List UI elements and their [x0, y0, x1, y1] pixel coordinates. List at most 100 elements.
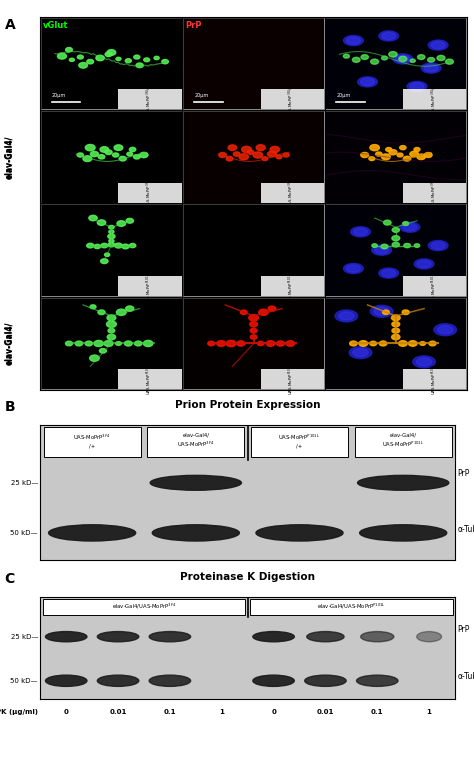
Ellipse shape: [417, 632, 442, 642]
Ellipse shape: [414, 259, 434, 269]
Circle shape: [77, 55, 83, 59]
Circle shape: [69, 58, 74, 61]
Text: elav-Gal4/: elav-Gal4/: [4, 322, 13, 365]
Ellipse shape: [344, 35, 363, 46]
Circle shape: [375, 152, 382, 156]
Circle shape: [383, 310, 389, 314]
Bar: [118, 369, 182, 389]
Circle shape: [233, 152, 240, 156]
Text: 20μm: 20μm: [194, 93, 209, 99]
Circle shape: [109, 239, 114, 243]
Circle shape: [392, 334, 400, 340]
Ellipse shape: [372, 245, 392, 256]
Text: 1: 1: [219, 709, 224, 715]
Circle shape: [135, 341, 142, 346]
Bar: [403, 369, 466, 389]
Circle shape: [446, 59, 454, 64]
Ellipse shape: [396, 55, 410, 63]
Circle shape: [369, 157, 374, 161]
Circle shape: [250, 335, 257, 339]
Circle shape: [372, 244, 377, 247]
Circle shape: [122, 244, 129, 249]
Bar: [118, 276, 182, 296]
Circle shape: [361, 152, 369, 158]
Circle shape: [143, 340, 153, 347]
Circle shape: [370, 341, 377, 346]
Circle shape: [239, 154, 248, 160]
Text: UAS-MoPrP$^{3F4}$
/+: UAS-MoPrP$^{3F4}$ /+: [73, 433, 111, 449]
Circle shape: [247, 150, 254, 155]
Ellipse shape: [393, 54, 413, 64]
Bar: [261, 276, 324, 296]
Bar: [250, 599, 453, 615]
Ellipse shape: [149, 632, 191, 642]
Ellipse shape: [431, 242, 445, 249]
Bar: [44, 428, 141, 457]
Ellipse shape: [417, 260, 431, 268]
Circle shape: [361, 54, 368, 60]
Circle shape: [268, 306, 276, 311]
Circle shape: [117, 221, 126, 226]
Circle shape: [107, 334, 116, 340]
Circle shape: [134, 55, 140, 59]
Bar: [355, 428, 452, 457]
Circle shape: [379, 341, 387, 346]
Circle shape: [79, 63, 87, 68]
Circle shape: [96, 55, 104, 60]
Circle shape: [409, 340, 417, 347]
Bar: [40, 653, 455, 659]
Ellipse shape: [374, 308, 390, 315]
Circle shape: [414, 148, 420, 151]
Circle shape: [83, 156, 92, 161]
Circle shape: [399, 340, 407, 347]
Circle shape: [108, 328, 115, 333]
Text: UAS-MoPrP$^{P101L}$: UAS-MoPrP$^{P101L}$: [287, 363, 296, 395]
Text: elav-Gal4/: elav-Gal4/: [5, 322, 14, 365]
Circle shape: [208, 341, 215, 346]
Text: UAS-MoPrP$^{3F4}$: UAS-MoPrP$^{3F4}$: [429, 178, 438, 207]
Circle shape: [219, 152, 226, 158]
Circle shape: [90, 304, 96, 309]
Text: PrP: PrP: [457, 469, 470, 478]
Circle shape: [91, 151, 99, 157]
Ellipse shape: [403, 223, 417, 231]
Circle shape: [283, 153, 289, 157]
Circle shape: [350, 341, 357, 346]
Circle shape: [100, 147, 109, 152]
Circle shape: [109, 230, 114, 233]
Bar: [118, 183, 182, 203]
Text: UAS-MoPrP$^{P101L}$/+: UAS-MoPrP$^{P101L}$/+: [287, 268, 296, 304]
Ellipse shape: [357, 475, 449, 490]
Circle shape: [392, 228, 400, 233]
Circle shape: [127, 152, 133, 156]
Text: Prion Protein Expression: Prion Protein Expression: [175, 400, 320, 410]
Circle shape: [98, 155, 105, 159]
Ellipse shape: [379, 268, 399, 278]
Text: UAS-MoPrP$^{P101L}$/+: UAS-MoPrP$^{P101L}$/+: [145, 268, 154, 304]
Bar: [40, 498, 455, 506]
Ellipse shape: [346, 265, 360, 272]
Text: 25 kD—: 25 kD—: [10, 633, 38, 640]
Circle shape: [424, 152, 432, 158]
Circle shape: [420, 342, 426, 345]
Circle shape: [359, 340, 368, 347]
Circle shape: [418, 54, 425, 60]
Text: 0.1: 0.1: [371, 709, 383, 715]
Circle shape: [428, 57, 435, 62]
Text: 25 kD—: 25 kD—: [10, 480, 38, 486]
Circle shape: [112, 153, 119, 157]
Circle shape: [101, 243, 108, 248]
Circle shape: [126, 306, 134, 311]
Circle shape: [90, 355, 99, 361]
Ellipse shape: [407, 81, 427, 92]
Text: 20μm: 20μm: [52, 93, 66, 99]
Circle shape: [242, 146, 251, 153]
Bar: [118, 90, 182, 109]
Circle shape: [259, 309, 268, 315]
Ellipse shape: [421, 63, 441, 73]
Circle shape: [262, 157, 268, 161]
Circle shape: [89, 215, 97, 221]
Ellipse shape: [149, 675, 191, 686]
Circle shape: [100, 259, 108, 264]
Circle shape: [383, 220, 391, 225]
